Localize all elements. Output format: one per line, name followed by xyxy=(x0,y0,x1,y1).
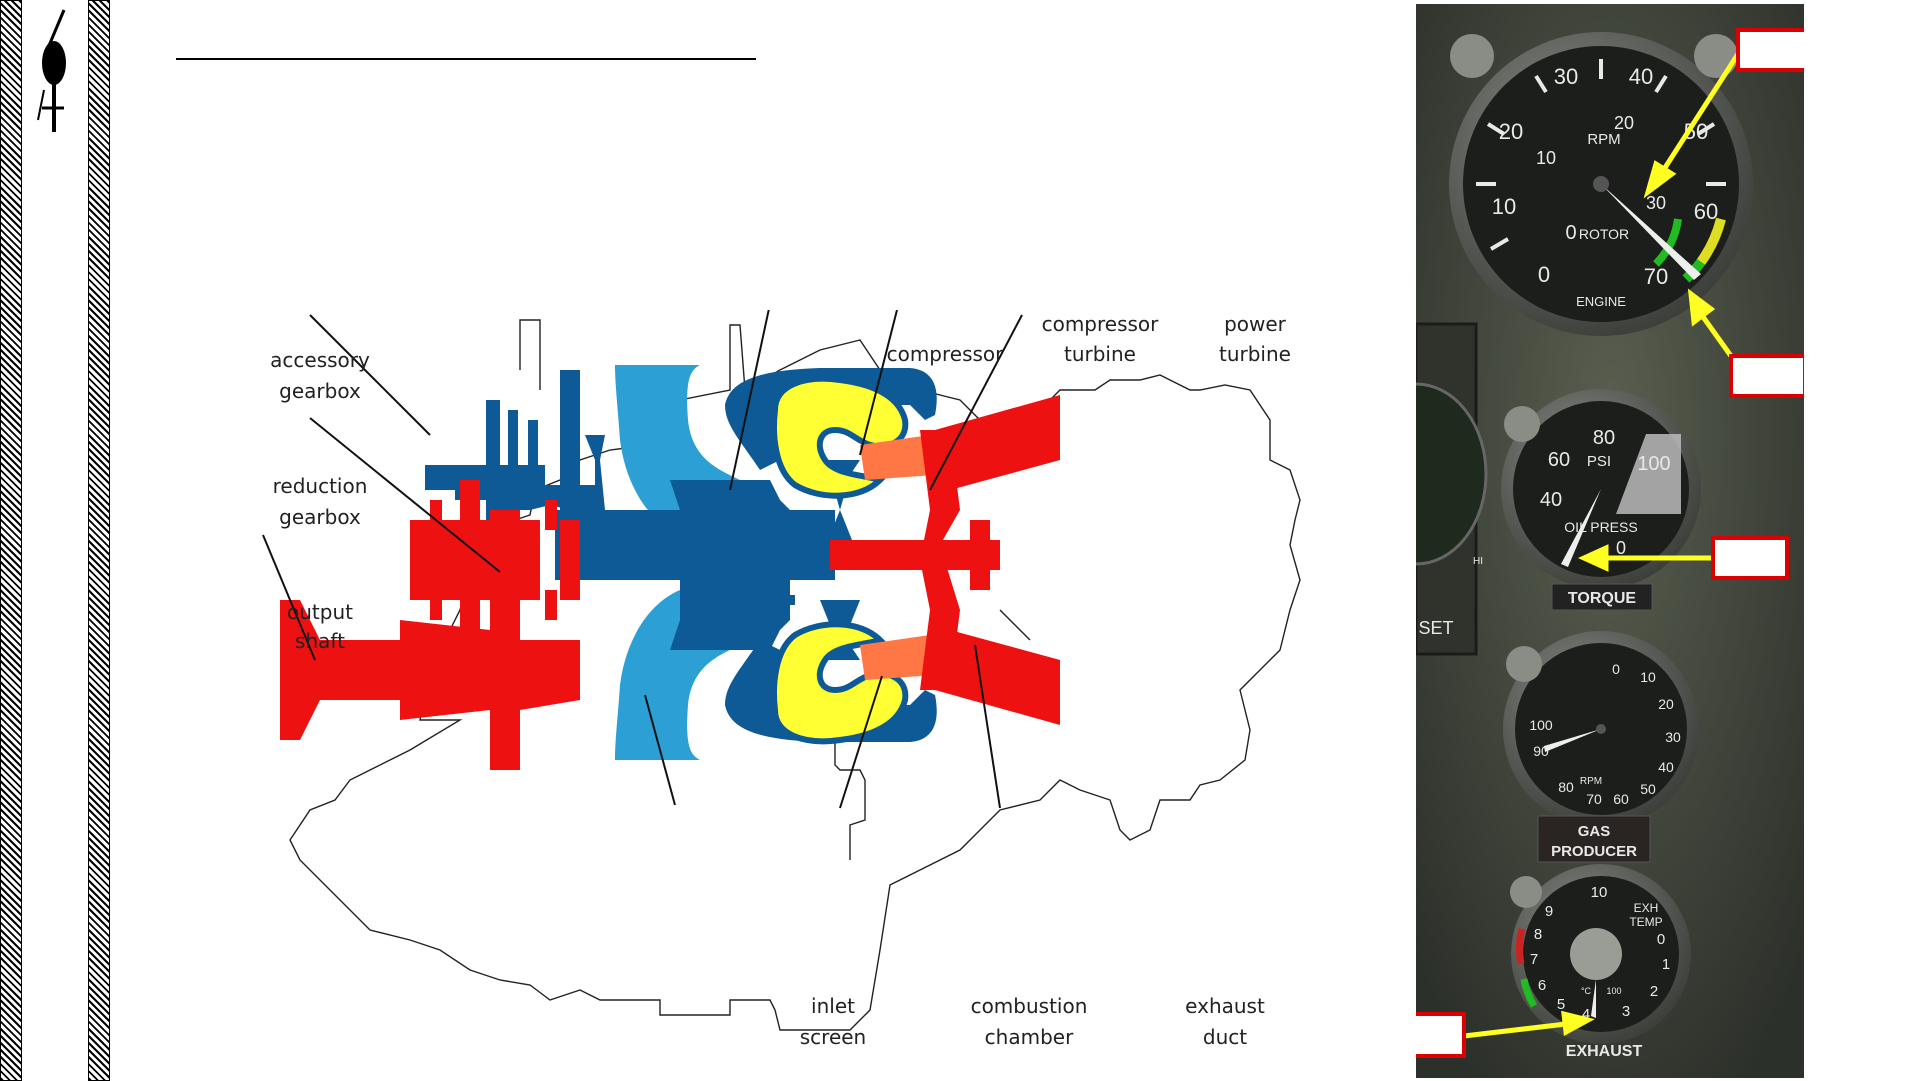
exh-scale-1: 1 xyxy=(1662,956,1670,973)
gp-plate-line2: PRODUCER xyxy=(1551,843,1637,860)
gp-scale-30: 30 xyxy=(1665,729,1681,745)
rpm-outer-60: 60 xyxy=(1694,199,1718,224)
transition-ducts xyxy=(860,435,935,680)
exhaust-plate: EXHAUST xyxy=(1566,1043,1643,1060)
exh-scale-8: 8 xyxy=(1534,926,1542,943)
exh-unit-100: 100 xyxy=(1606,986,1621,996)
exh-scale-5: 5 xyxy=(1557,996,1565,1013)
rpm-outer-20: 20 xyxy=(1499,119,1523,144)
gp-scale-40: 40 xyxy=(1658,759,1674,775)
exh-scale-4: 4 xyxy=(1582,1006,1590,1023)
rpm-outer-10: 10 xyxy=(1492,194,1516,219)
gp-scale-80: 80 xyxy=(1558,779,1574,795)
rpm-inner-0: 0 xyxy=(1565,222,1576,244)
rpm-inner-20: 20 xyxy=(1614,113,1634,133)
rpm-inner-30: 30 xyxy=(1646,193,1666,213)
exh-scale-10: 10 xyxy=(1591,884,1608,901)
helicopter-logo-icon xyxy=(37,9,66,132)
callout-box-rotor xyxy=(1736,28,1804,72)
gp-scale-0: 0 xyxy=(1612,661,1620,677)
torque-scale-100: 100 xyxy=(1637,453,1670,475)
gp-scale-10: 10 xyxy=(1640,669,1656,685)
left-hatched-border xyxy=(0,0,22,1081)
callout-box-torque xyxy=(1711,536,1789,580)
torque-oil-label: OIL PRESS xyxy=(1564,519,1637,535)
exh-scale-6: 6 xyxy=(1538,977,1546,994)
torque-plate: TORQUE xyxy=(1568,590,1636,607)
callout-box-engine xyxy=(1729,354,1804,398)
gp-scale-70: 70 xyxy=(1586,791,1602,807)
exh-scale-0: 0 xyxy=(1657,931,1665,948)
torque-unit: PSI xyxy=(1587,453,1611,470)
rpm-inner-10: 10 xyxy=(1536,148,1556,168)
callout-box-exhaust xyxy=(1416,1012,1466,1058)
torque-zero: 0 xyxy=(1616,538,1626,558)
gp-scale-20: 20 xyxy=(1658,696,1674,712)
right-hatched-border xyxy=(88,0,110,1081)
callout-boxes xyxy=(1416,28,1804,1058)
torque-gauge: 60 80 100 40 PSI OIL PRESS 0 TORQUE xyxy=(1501,389,1701,611)
rpm-outer-70: 70 xyxy=(1644,264,1668,289)
rpm-outer-30: 30 xyxy=(1554,64,1578,89)
exh-needle-icon xyxy=(1591,979,1596,1018)
rpm-gauge: 30 40 50 60 70 20 10 0 10 20 30 0 RPM RO… xyxy=(1449,32,1753,336)
gp-scale-60: 60 xyxy=(1613,791,1629,807)
exh-scale-7: 7 xyxy=(1530,951,1538,968)
torque-scale-60: 60 xyxy=(1548,449,1570,471)
turboshaft-engine-diagram xyxy=(262,310,1301,1031)
exh-scale-2: 2 xyxy=(1650,983,1658,1000)
exh-title-2: TEMP xyxy=(1629,915,1662,929)
exh-scale-3: 3 xyxy=(1622,1003,1630,1020)
exh-scale-9: 9 xyxy=(1545,903,1553,920)
leader-lines xyxy=(262,310,1023,809)
hi-label: HI xyxy=(1473,556,1483,567)
rpm-title: RPM xyxy=(1587,131,1620,148)
torque-scale-80: 80 xyxy=(1593,427,1615,449)
callouts xyxy=(1463,52,1741,1039)
instrument-panel: 30 40 50 60 70 20 10 0 10 20 30 0 RPM RO… xyxy=(1416,4,1804,1078)
torque-needle-icon xyxy=(1561,489,1601,567)
torque-scale-40: 40 xyxy=(1540,489,1562,511)
gp-unit: RPM xyxy=(1580,776,1602,787)
rpm-engine-label: ENGINE xyxy=(1576,294,1626,309)
rpm-outer-0: 0 xyxy=(1538,262,1550,287)
gas-producer-gauge: 0 10 20 30 40 50 60 70 80 90 100 RPM GAS… xyxy=(1503,631,1699,863)
gp-scale-100: 100 xyxy=(1529,717,1553,733)
exhaust-temp-gauge: 10 9 8 7 6 5 4 3 2 1 0 EXH TEMP °C 100 E… xyxy=(1511,864,1691,1060)
rpm-needle-icon xyxy=(1601,184,1701,280)
gp-scale-50: 50 xyxy=(1640,781,1656,797)
power-output-section xyxy=(280,395,1060,770)
exh-title-1: EXH xyxy=(1634,901,1659,915)
set-label: SET xyxy=(1418,618,1453,638)
gp-plate-line1: GAS xyxy=(1578,823,1611,840)
exh-unit-c: °C xyxy=(1581,986,1592,996)
rpm-outer-40: 40 xyxy=(1629,64,1653,89)
gp-needle-icon xyxy=(1544,729,1601,752)
title-underline xyxy=(176,58,756,60)
rpm-rotor-label: ROTOR xyxy=(1579,226,1629,242)
